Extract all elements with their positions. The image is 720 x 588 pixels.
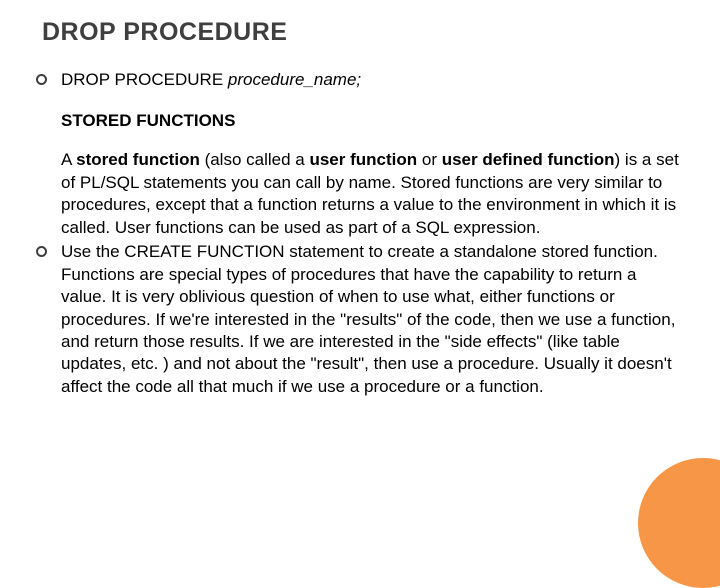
- section-subheading: STORED FUNCTIONS: [61, 111, 684, 131]
- slide-title: DROP PROCEDURE: [42, 18, 684, 47]
- para-bold-3: user defined function: [442, 150, 615, 169]
- bullet-item-2: Use the CREATE FUNCTION statement to cre…: [36, 241, 684, 398]
- para-bold-2: user function: [309, 150, 417, 169]
- bullet-text-1: DROP PROCEDURE procedure_name;: [61, 69, 361, 91]
- para-pre: A: [61, 150, 76, 169]
- slide-content: DROP PROCEDURE procedure_name; STORED FU…: [36, 69, 684, 398]
- bullet1-prefix: DROP PROCEDURE: [61, 70, 228, 89]
- para-bold-1: stored function: [76, 150, 200, 169]
- paragraph-stored-function: A stored function (also called a user fu…: [61, 149, 684, 239]
- bullet-item-1: DROP PROCEDURE procedure_name;: [36, 69, 684, 91]
- bullet-icon: [36, 74, 47, 85]
- bullet1-italic: procedure_name;: [228, 70, 361, 89]
- para-mid2: or: [417, 150, 442, 169]
- bullet-icon: [36, 246, 47, 257]
- para-mid1: (also called a: [200, 150, 310, 169]
- slide: DROP PROCEDURE DROP PROCEDURE procedure_…: [0, 0, 720, 540]
- bullet-text-2: Use the CREATE FUNCTION statement to cre…: [61, 241, 684, 398]
- decorative-circle: [638, 458, 720, 588]
